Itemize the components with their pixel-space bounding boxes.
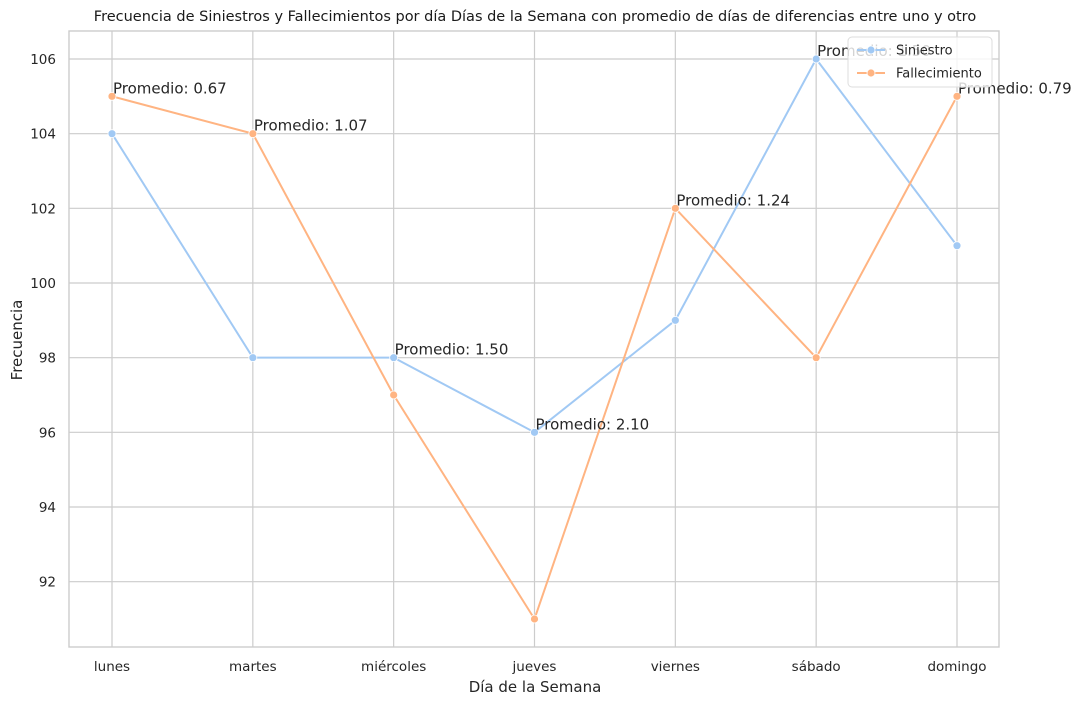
axes: lunes martes miércoles jueves viernes sábado d… [30,30,1000,675]
y-tick-label: 98 [39,351,56,367]
series-lines [107,54,962,624]
legend: Siniestro Fallecimiento [847,36,993,88]
x-tick-label: martes [229,659,277,675]
x-tick-label: miércoles [361,659,426,675]
annotation-label: Promedio: 1.07 [254,117,368,135]
data-point [811,54,821,64]
legend-marker [866,45,876,55]
y-tick-label: 94 [39,500,56,516]
y-tick-label: 102 [30,201,56,217]
data-point [107,129,117,139]
x-tick-label: sábado [792,659,841,675]
data-point [811,353,821,363]
data-point [389,353,399,363]
data-point [107,91,117,101]
legend-label: Siniestro [896,44,953,59]
data-point [389,390,399,400]
data-point [670,203,680,213]
annotation-label: Promedio: 1.24 [676,191,790,209]
annotation-label: Promedio: 1.50 [395,341,509,359]
series-siniestro [107,54,962,437]
x-tick-label: jueves [512,659,557,675]
x-tick-label: lunes [94,659,130,675]
x-tick-label: domingo [927,659,986,675]
legend-label: Fallecimiento [896,67,982,82]
plot-frame [68,30,1000,648]
data-point [670,315,680,325]
y-axis-label: Frecuencia [8,300,26,381]
grid-lines [69,31,999,647]
data-point [952,241,962,251]
data-point [248,353,258,363]
x-tick-label: viernes [651,659,700,675]
series-fallecimiento [107,91,962,624]
y-tick-label: 106 [30,52,56,68]
y-tick-label: 104 [30,127,56,143]
y-tick-label: 96 [39,425,56,441]
y-tick-label: 92 [39,575,56,591]
annotations: Promedio: 0.67 Promedio: 1.07 Promedio: 1.… [113,42,1072,433]
y-tick-label: 100 [30,276,56,292]
data-point [248,129,258,139]
data-point [530,427,539,437]
annotation-label: Promedio: 2.10 [536,415,650,433]
annotation-label: Promedio: 0.67 [113,79,227,97]
x-axis-label: Día de la Semana [469,678,602,696]
data-point [530,614,539,624]
legend-marker [866,68,876,78]
chart-title: Frecuencia de Siniestros y Fallecimiento… [94,9,977,25]
data-point [952,91,962,101]
